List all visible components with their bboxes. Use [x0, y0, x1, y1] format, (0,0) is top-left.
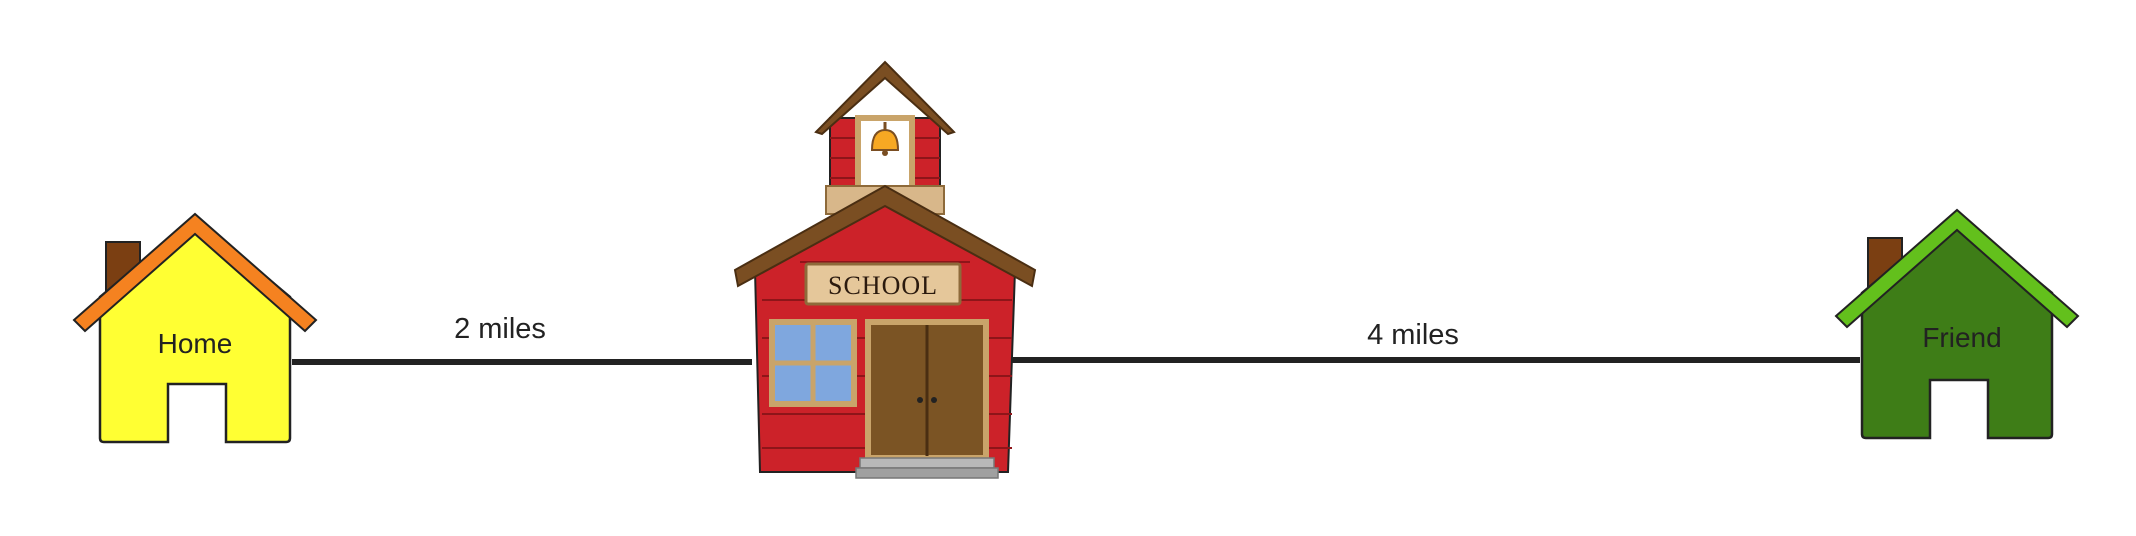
school-roof [733, 184, 1037, 288]
distance-label-school-friend: 4 miles [1367, 319, 1459, 351]
door-knob-right [931, 397, 937, 403]
tower-roof [814, 60, 956, 136]
school-sign-text: SCHOOL [828, 271, 938, 300]
bell-icon [870, 122, 900, 156]
friend-label: Friend [1922, 322, 2001, 353]
distance-label-home-school: 2 miles [454, 313, 546, 345]
friend-roof [1834, 208, 2080, 329]
door-knob-left [917, 397, 923, 403]
friend-house: Friend [1834, 208, 2080, 440]
home-roof [72, 212, 318, 333]
home-house: Home [72, 212, 318, 444]
school-house: SCHOOL [733, 60, 1037, 479]
school-sign [804, 262, 962, 306]
home-label: Home [158, 328, 233, 359]
school-steps [859, 457, 995, 469]
